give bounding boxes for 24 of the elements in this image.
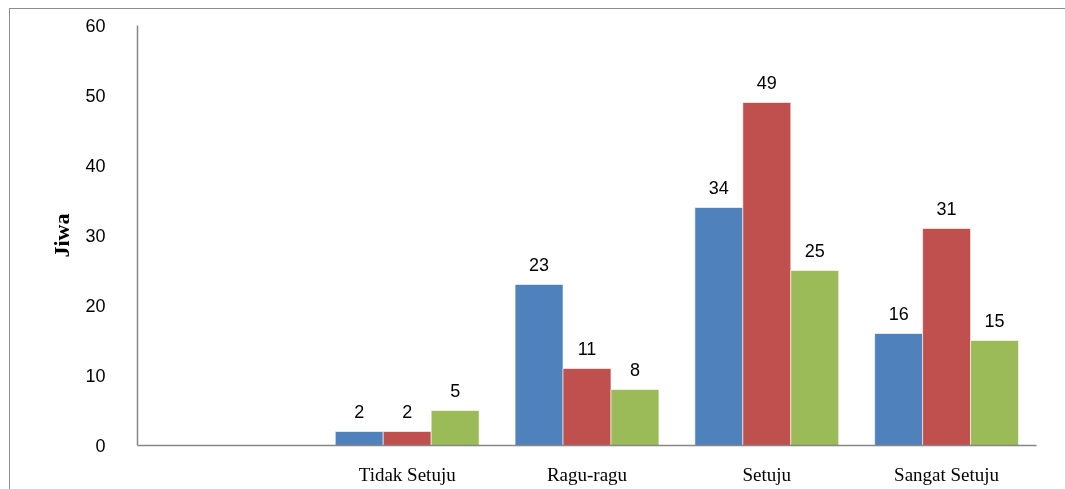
- y-tick-label: 60: [85, 16, 106, 36]
- data-label: 8: [629, 359, 640, 380]
- y-tick-label: 10: [85, 366, 106, 386]
- y-tick-label: 30: [85, 226, 106, 246]
- x-tick-label: Setuju: [742, 463, 792, 485]
- data-label: 23: [529, 254, 550, 275]
- data-label: 25: [804, 240, 825, 261]
- x-tick-label: Tidak Setuju: [358, 463, 457, 485]
- data-label: 2: [354, 401, 365, 422]
- x-tick-label: Sangat Setuju: [894, 463, 1000, 485]
- data-label: 2: [402, 401, 413, 422]
- data-label: 15: [984, 310, 1005, 331]
- y-axis-title: Jiwa: [49, 213, 75, 258]
- data-label: 11: [577, 338, 597, 359]
- data-label: 31: [936, 198, 957, 219]
- y-tick-label: 20: [85, 296, 106, 316]
- data-label: 5: [450, 380, 461, 401]
- data-label: 16: [888, 303, 909, 324]
- y-tick-label: 40: [85, 156, 106, 176]
- y-tick-label: 50: [85, 86, 106, 106]
- data-label: 49: [756, 72, 777, 93]
- y-tick-label: 0: [95, 436, 106, 456]
- x-tick-label: Ragu-ragu: [546, 463, 628, 485]
- data-label: 34: [708, 177, 729, 198]
